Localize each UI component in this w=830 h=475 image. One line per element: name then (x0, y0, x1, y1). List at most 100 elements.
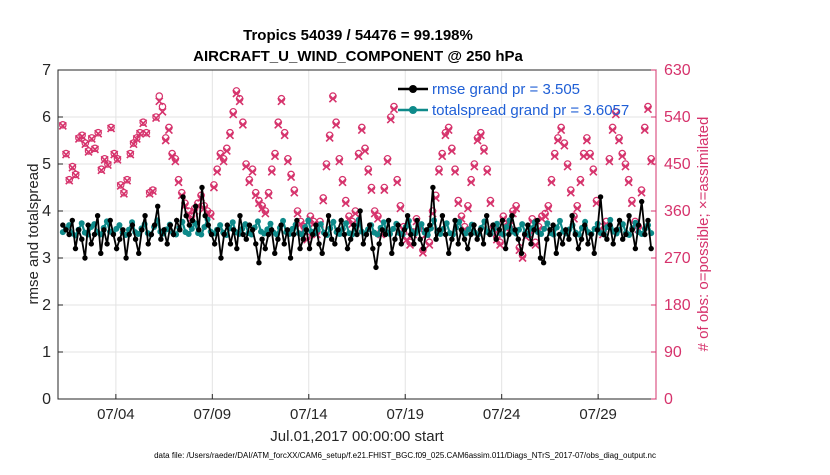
obs-possible-marker (94, 128, 102, 137)
obs-assimilated-stroke (119, 189, 128, 198)
obs-assimilated-stroke (479, 146, 489, 156)
y-tick-right-label: 180 (664, 297, 691, 314)
obs-assimilated-stroke (290, 188, 299, 197)
obs-assimilated-marker (139, 119, 148, 128)
y-tick-left-label: 2 (42, 297, 51, 314)
legend-rmse-marker (409, 85, 417, 93)
legend-spread-marker (409, 106, 417, 114)
rmse-marker (556, 231, 563, 238)
obs-assimilated-marker (116, 181, 125, 190)
obs-assimilated-stroke (338, 178, 347, 187)
obs-assimilated-stroke (90, 145, 100, 154)
rmse-marker (626, 213, 632, 219)
obs-assimilated-stroke (373, 214, 382, 223)
obs-assimilated-stroke (116, 181, 125, 190)
rmse-marker (256, 260, 262, 266)
obs-assimilated-stroke (341, 199, 350, 208)
rmse-marker (401, 227, 408, 233)
obs-possible-marker (139, 118, 147, 127)
rmse-marker (632, 245, 639, 252)
rmse-marker (101, 227, 107, 233)
rmse-marker (319, 250, 325, 256)
rmse-marker (234, 245, 240, 252)
obs-assimilated-marker (627, 199, 636, 208)
obs-assimilated-marker (168, 152, 177, 161)
obs-assimilated-stroke (370, 209, 379, 218)
y-tick-left-label: 6 (42, 109, 51, 126)
obs-assimilated-stroke (293, 209, 302, 218)
footer-datafile: data file: /Users/raeder/DAI/ATM_forcXX/… (154, 451, 656, 460)
rmse-marker (392, 236, 398, 242)
rmse-marker (94, 213, 101, 219)
obs-assimilated-marker (110, 150, 119, 159)
legend-spread-label: totalspread grand pr = 3.6057 (432, 102, 629, 119)
rmse-marker (540, 260, 547, 266)
x-axis-label: Jul.01,2017 00:00:00 start (270, 428, 444, 445)
rmse-marker (420, 245, 427, 252)
rmse-marker (196, 227, 202, 233)
obs-assimilated-stroke (553, 136, 563, 145)
obs-assimilated-marker (238, 120, 247, 129)
rmse-marker (85, 222, 91, 228)
rmse-marker (607, 222, 613, 228)
obs-assimilated-stroke (450, 167, 460, 176)
rmse-marker (411, 241, 417, 247)
obs-assimilated-marker (100, 155, 109, 164)
obs-assimilated-marker (267, 167, 276, 176)
rmse-marker (164, 241, 170, 247)
obs-assimilated-marker (261, 209, 270, 218)
totalspread-marker (242, 221, 249, 228)
obs-assimilated-stroke (225, 131, 235, 140)
rmse-marker (88, 241, 94, 247)
obs-assimilated-marker (621, 162, 630, 171)
obs-assimilated-marker (148, 187, 157, 196)
rmse-marker (186, 222, 193, 228)
obs-possible-marker (62, 149, 70, 158)
totalspread-marker (229, 219, 236, 226)
obs-assimilated-stroke (58, 121, 67, 130)
obs-assimilated-stroke (100, 155, 109, 164)
obs-assimilated-marker (155, 97, 164, 106)
obs-assimilated-stroke (476, 131, 485, 140)
obs-assimilated-marker (254, 199, 264, 208)
rmse-marker (72, 245, 79, 252)
obs-assimilated-stroke (325, 133, 334, 142)
rmse-marker (347, 236, 354, 242)
rmse-marker (167, 222, 174, 228)
obs-assimilated-marker (126, 150, 135, 159)
rmse-marker (490, 222, 496, 228)
rmse-marker (253, 241, 259, 247)
rmse-marker (170, 231, 177, 238)
obs-assimilated-stroke (148, 187, 157, 196)
rmse-marker (325, 213, 332, 219)
rmse-marker (521, 231, 528, 238)
rmse-marker (408, 231, 414, 238)
obs-assimilated-stroke (78, 132, 87, 141)
obs-assimilated-marker (123, 176, 132, 185)
totalspread-marker (607, 216, 614, 223)
obs-assimilated-stroke (389, 105, 399, 114)
obs-assimilated-marker (386, 115, 395, 124)
obs-possible-marker (123, 175, 131, 184)
rmse-marker (104, 241, 110, 247)
obs-assimilated-marker (576, 178, 585, 187)
obs-assimilated-marker (614, 136, 624, 145)
rmse-marker (316, 241, 322, 247)
obs-assimilated-marker (209, 183, 218, 192)
obs-assimilated-marker (367, 186, 376, 195)
obs-assimilated-stroke (576, 178, 585, 187)
obs-possible-marker (68, 162, 77, 171)
rmse-marker (351, 222, 357, 228)
obs-assimilated-marker (232, 89, 241, 98)
y-axis-right-label: # of obs: o=possible; ×=assimilated (695, 117, 712, 352)
obs-assimilated-stroke (319, 196, 328, 205)
rmse-marker (148, 231, 155, 238)
rmse-marker (275, 236, 281, 242)
rmse-marker (360, 241, 367, 247)
obs-assimilated-stroke (328, 94, 337, 103)
obs-assimilated-marker (258, 204, 267, 213)
rmse-marker (218, 255, 224, 261)
rmse-marker (366, 222, 373, 228)
obs-assimilated-stroke (287, 172, 296, 182)
obs-assimilated-stroke (557, 125, 566, 135)
